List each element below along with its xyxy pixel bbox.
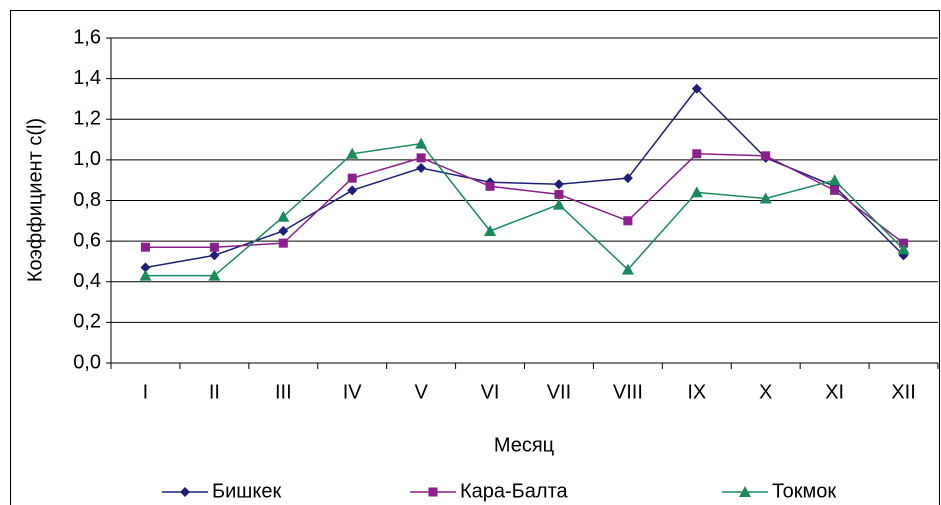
legend-marker [180, 487, 190, 497]
y-axis-label: Коэффициент с(l) [24, 118, 46, 282]
data-point [140, 242, 150, 252]
y-tick-label: 0,6 [73, 229, 101, 251]
data-point [759, 192, 772, 204]
x-tick-label: VII [547, 381, 571, 403]
series-line [145, 142, 905, 277]
data-point [277, 210, 290, 222]
data-point [278, 225, 289, 236]
data-point [208, 269, 221, 281]
x-tick-label: XII [891, 381, 915, 403]
legend-label: Бишкек [212, 480, 281, 502]
data-point [209, 250, 220, 261]
data-point [416, 163, 427, 173]
data-point [347, 185, 358, 196]
data-point [828, 174, 841, 186]
x-axis-label: Месяц [494, 434, 554, 456]
legend-marker [739, 486, 751, 497]
data-point [485, 181, 495, 191]
data-point [139, 269, 152, 281]
x-tick-label: II [209, 381, 220, 403]
data-point [691, 83, 702, 94]
x-tick-label: I [143, 381, 149, 403]
data-point [621, 263, 634, 275]
y-tick-label: 0,8 [73, 189, 101, 211]
x-tick-label: IV [343, 381, 363, 403]
y-tick-label: 0,4 [73, 270, 101, 292]
data-point [140, 262, 151, 273]
x-tick-label: VIII [613, 381, 643, 403]
data-point [622, 173, 633, 184]
data-point [346, 147, 359, 159]
y-tick-label: 1,4 [73, 67, 101, 89]
x-tick-label: VI [481, 381, 500, 403]
x-tick-label: X [759, 381, 772, 403]
data-point [692, 149, 702, 159]
x-tick-label: V [414, 381, 428, 403]
series-line [145, 87, 905, 269]
data-point [690, 186, 703, 198]
data-point [484, 224, 497, 236]
data-point [899, 238, 909, 248]
data-point [415, 137, 428, 149]
y-tick-label: 1,2 [73, 108, 101, 130]
chart-frame [10, 10, 940, 505]
y-tick-label: 0,2 [73, 311, 101, 333]
data-point [897, 243, 910, 255]
x-tick-label: IX [687, 381, 706, 403]
series-line [145, 153, 904, 248]
legend-label: Токмок [772, 480, 836, 502]
x-tick-label: XI [825, 381, 844, 403]
x-tick-label: III [275, 381, 292, 403]
data-point [830, 185, 840, 195]
data-point [761, 151, 771, 161]
legend-marker [428, 487, 438, 497]
data-point [552, 198, 565, 210]
y-tick-label: 1,6 [73, 26, 101, 48]
data-point [623, 216, 633, 226]
y-tick-label: 0,0 [73, 351, 101, 373]
data-point [554, 189, 564, 199]
data-point [209, 242, 219, 252]
y-tick-label: 1,0 [73, 148, 101, 170]
data-point [347, 173, 357, 183]
data-point [416, 153, 426, 163]
data-point [553, 179, 564, 190]
data-point [278, 238, 288, 248]
legend-label: Кара-Балта [460, 480, 569, 502]
